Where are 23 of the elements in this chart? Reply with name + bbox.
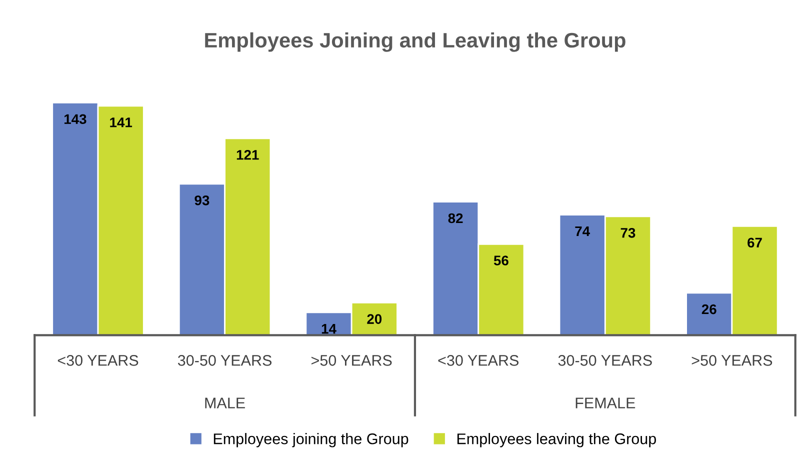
data-label: 26 [702,304,716,314]
data-label: 93 [194,195,210,206]
data-label: 121 [236,150,259,160]
x-tick-label: >50 YEARS [311,354,392,366]
legend-label: Employees leaving the Group [457,433,656,448]
data-label: 67 [748,238,762,248]
text: FEMALE [576,398,636,408]
data-label: 141 [110,118,132,128]
data-label: 143 [64,114,86,124]
x-tick-label: 30-50 YEARS [558,354,652,366]
x-tick-label: <30 YEARS [58,354,138,366]
data-label: 20 [367,314,382,324]
data-label: 73 [620,228,636,238]
data-label: 82 [448,213,463,224]
data-label: 56 [494,256,508,266]
x-tick-label: 30-50 YEARS [178,354,272,366]
x-tick-label: <30 YEARS [438,354,519,366]
data-label: 14 [322,324,336,334]
chart-title: Employees Joining and Leaving the Group [205,32,626,52]
legend-label: Employees joining the Group [214,433,408,448]
x-tick-label: >50 YEARS [692,354,772,366]
text: MALE [205,398,245,408]
data-label: 74 [575,226,590,236]
